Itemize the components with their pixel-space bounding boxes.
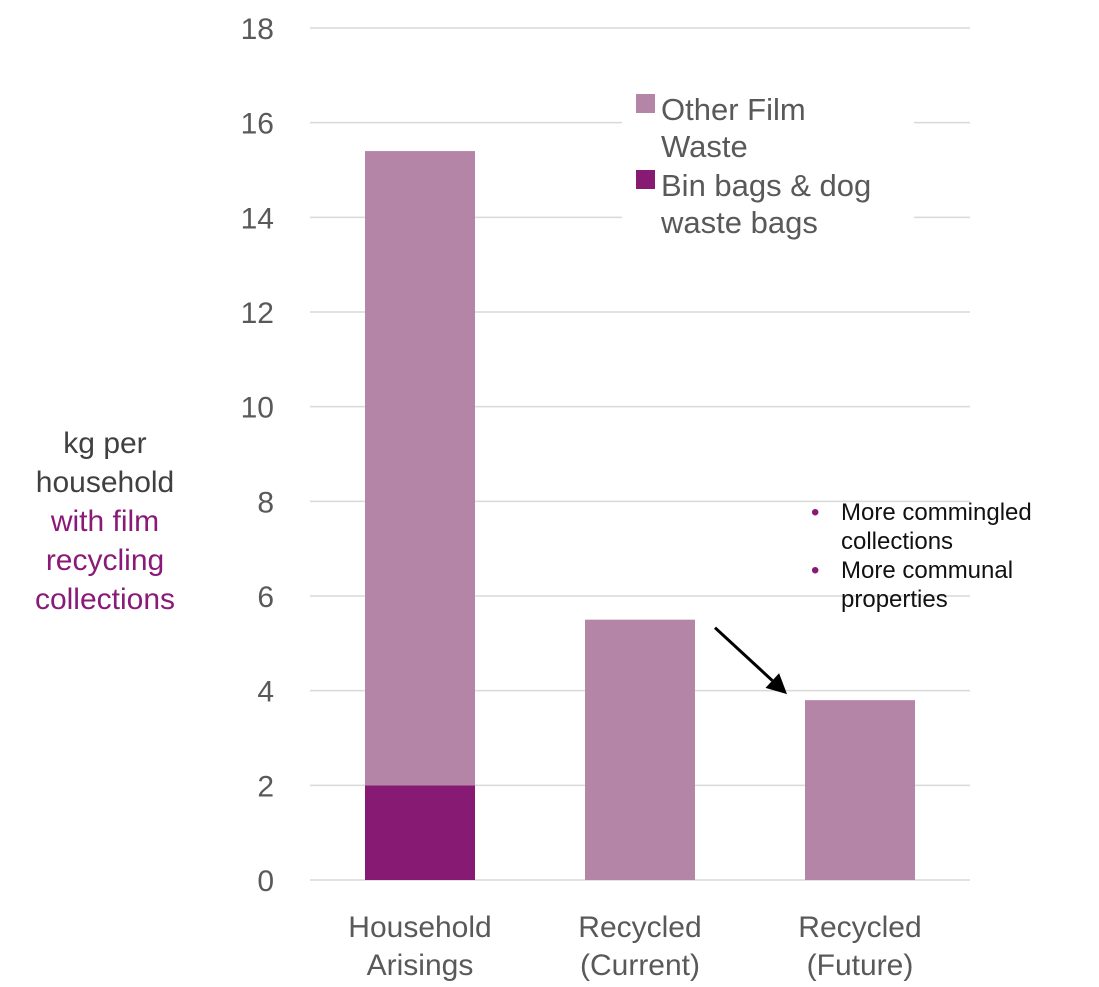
y-axis-label-line: household [35, 466, 175, 499]
y-tick-label: 6 [257, 581, 274, 614]
x-category-label: Household [348, 911, 491, 944]
x-category-label: Recycled [798, 911, 921, 944]
y-axis-label-line: kg per [63, 427, 147, 460]
y-axis-label-accent-line: with film [50, 505, 160, 538]
x-category-label: (Future) [807, 949, 914, 982]
x-category-label: Recycled [578, 911, 701, 944]
legend-entry-label: Other Film [661, 92, 806, 127]
y-axis-label-accent-line: recycling [45, 544, 165, 577]
x-category-label: Arisings [367, 949, 474, 982]
bar-segment [805, 700, 915, 880]
arrow-shaft [713, 626, 774, 682]
bar-segment [365, 151, 475, 786]
y-tick-label: 10 [241, 392, 274, 425]
y-tick-label: 16 [241, 108, 274, 141]
y-tick-label: 8 [257, 486, 274, 519]
x-axis-categories: Household Arisings Recycled (Current) Recycl… [348, 911, 921, 982]
legend-swatch [636, 94, 655, 113]
y-tick-label: 18 [241, 13, 274, 46]
annotation-bullet: More communal properties [806, 556, 1099, 614]
bar-segment [365, 785, 475, 880]
bars [365, 151, 915, 880]
legend-entry-label: Bin bags & dog [661, 168, 871, 203]
y-tick-label: 2 [257, 770, 274, 803]
y-axis-ticks: 0 2 4 6 8 10 12 14 16 18 [241, 13, 274, 898]
annotation-note: More commingled collections More communa… [806, 498, 1099, 614]
legend-entry-label: Waste [661, 129, 748, 164]
bar-segment [585, 619, 695, 880]
x-category-label: (Current) [580, 949, 700, 982]
arrow-head [765, 673, 787, 695]
y-tick-label: 4 [257, 676, 274, 709]
legend-swatch [636, 170, 655, 189]
y-tick-label: 14 [241, 202, 274, 235]
annotation-bullet: More commingled collections [806, 498, 1099, 556]
y-tick-label: 12 [241, 297, 274, 330]
annotation-arrow [713, 626, 787, 695]
legend-background [622, 84, 914, 254]
y-axis-label: kg per household with film recycling col… [0, 424, 210, 619]
legend-entry-label: waste bags [660, 205, 818, 240]
y-tick-label: 0 [257, 865, 274, 898]
y-axis-label-accent-line: collections [34, 583, 176, 616]
